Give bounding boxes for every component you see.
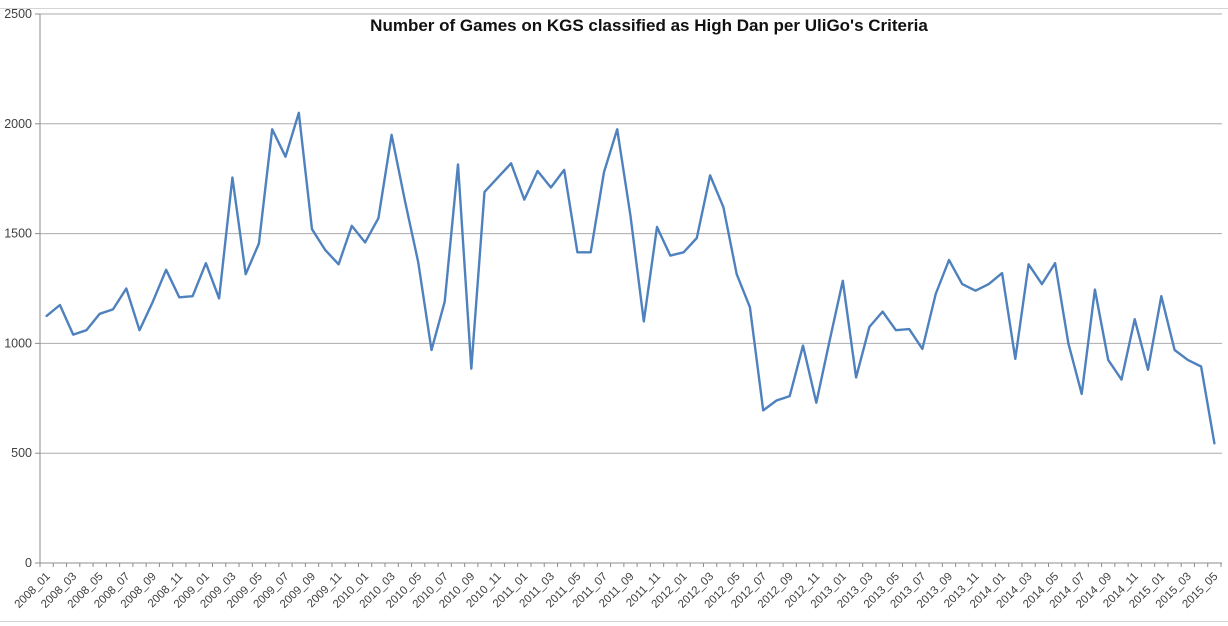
frame-top-line [0, 8, 1228, 9]
y-tick-label: 2500 [4, 7, 32, 21]
chart-title: Number of Games on KGS classified as Hig… [370, 16, 928, 35]
y-tick-label: 2000 [4, 117, 32, 131]
y-tick-label: 500 [11, 446, 32, 460]
frame-bottom-line [0, 621, 1228, 622]
data-series-line [45, 111, 1216, 445]
y-tick-label: 1500 [4, 227, 32, 241]
y-tick-label: 1000 [4, 336, 32, 350]
y-tick-label: 0 [25, 556, 32, 570]
